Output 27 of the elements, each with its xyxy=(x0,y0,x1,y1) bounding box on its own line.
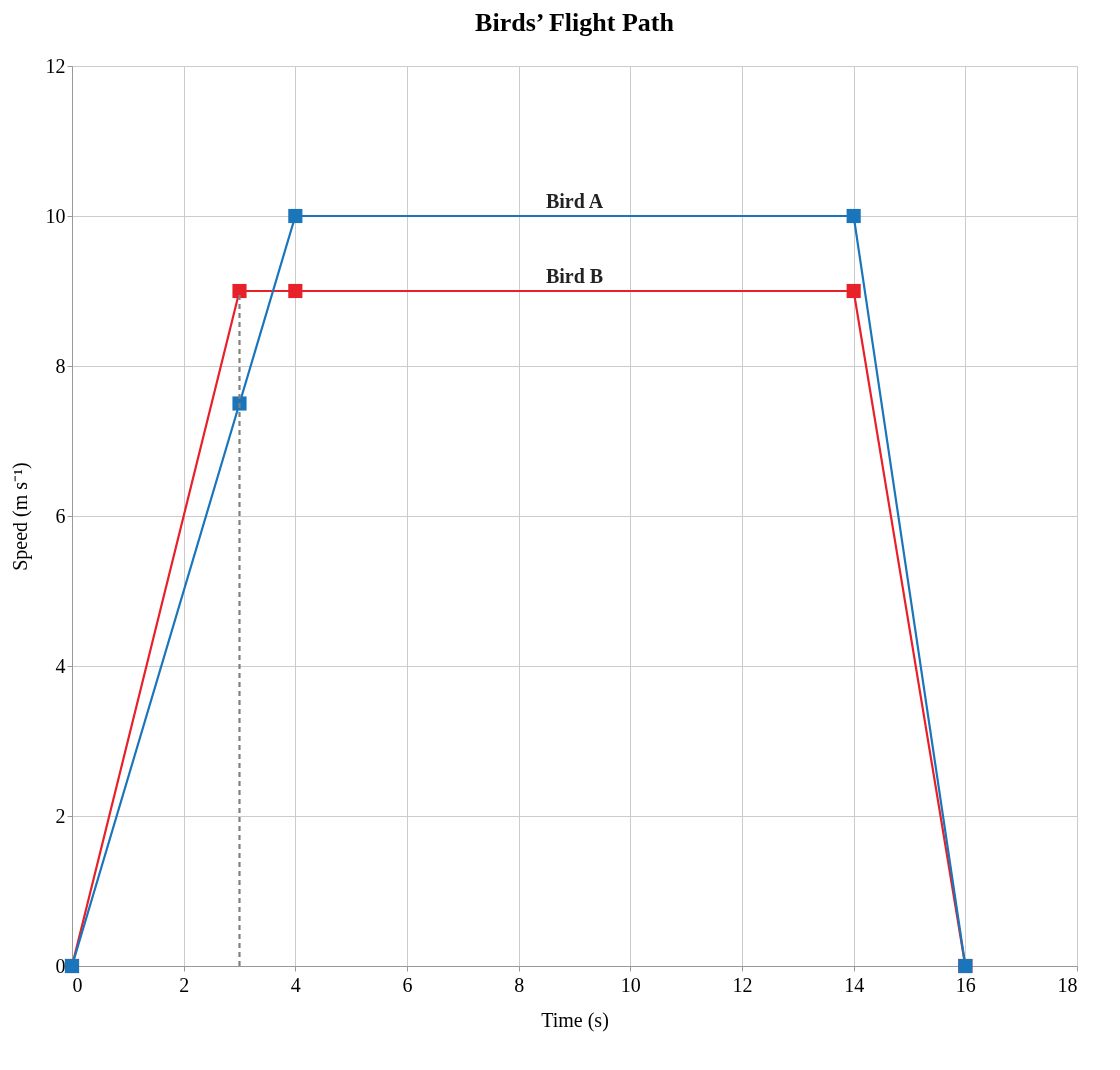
x-tick-label: 6 xyxy=(402,973,413,996)
x-axis-title: Time (s) xyxy=(541,1008,609,1032)
y-tick-label: 2 xyxy=(55,804,66,827)
x-tick-label: 12 xyxy=(732,973,753,996)
x-tick-label: 0 xyxy=(72,973,83,996)
point xyxy=(846,208,861,224)
y-tick-label: 10 xyxy=(45,204,66,227)
x-tick-label: 2 xyxy=(179,973,190,996)
y-tick-label: 12 xyxy=(45,54,66,77)
y-tick-label: 4 xyxy=(55,654,66,677)
point xyxy=(846,283,861,299)
x-tick-label: 4 xyxy=(290,973,301,996)
x-tick-label: 14 xyxy=(844,973,865,996)
y-tick-label: 6 xyxy=(55,504,66,527)
chart-title: Birds’ Flight Path xyxy=(475,8,675,37)
y-tick-label: 0 xyxy=(55,954,66,977)
point xyxy=(288,208,303,224)
point xyxy=(288,283,303,299)
x-tick-label: 16 xyxy=(955,973,976,996)
point xyxy=(232,283,247,299)
x-tick-label: 18 xyxy=(1057,973,1078,996)
y-tick-label: 8 xyxy=(55,354,66,377)
x-tick-label: 10 xyxy=(620,973,641,996)
series-label: Bird A xyxy=(545,190,604,212)
y-axis-title: Speed (m s⁻¹) xyxy=(8,462,32,571)
series-label: Bird B xyxy=(545,265,604,287)
x-tick-label: 8 xyxy=(514,973,525,996)
